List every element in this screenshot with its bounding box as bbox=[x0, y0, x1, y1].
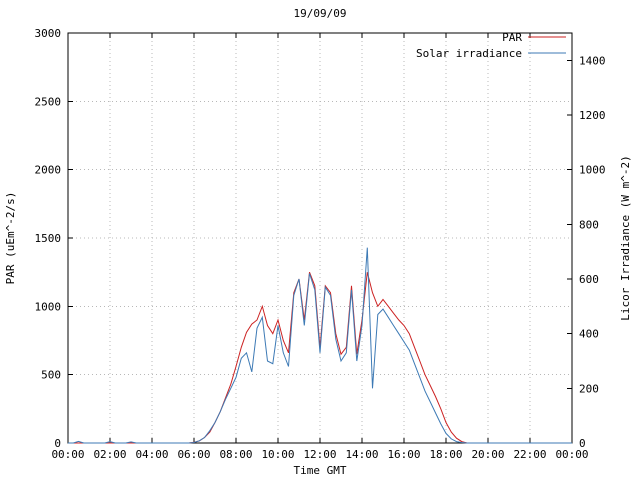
y-right-axis-label: Licor Irradiance (W m^-2) bbox=[619, 155, 632, 321]
y-left-tick-label: 2000 bbox=[35, 164, 62, 177]
y-right-tick-label: 400 bbox=[579, 328, 599, 341]
y-right-tick-label: 1200 bbox=[579, 109, 606, 122]
y-right-tick-label: 1000 bbox=[579, 164, 606, 177]
x-tick-label: 22:00 bbox=[513, 448, 546, 461]
y-left-tick-label: 2500 bbox=[35, 95, 62, 108]
y-left-tick-label: 500 bbox=[41, 369, 61, 382]
chart-title: 19/09/09 bbox=[294, 7, 347, 20]
legend-label: Solar irradiance bbox=[416, 47, 522, 60]
x-tick-label: 06:00 bbox=[177, 448, 210, 461]
y-left-tick-label: 3000 bbox=[35, 27, 62, 40]
y-left-axis-label: PAR (uEm^-2/s) bbox=[4, 192, 17, 285]
x-tick-label: 10:00 bbox=[261, 448, 294, 461]
series-line-solar-irradiance bbox=[68, 247, 572, 444]
x-tick-label: 18:00 bbox=[429, 448, 462, 461]
x-tick-label: 04:00 bbox=[135, 448, 168, 461]
x-tick-label: 14:00 bbox=[345, 448, 378, 461]
y-right-tick-label: 0 bbox=[579, 437, 586, 450]
x-tick-label: 08:00 bbox=[219, 448, 252, 461]
y-right-tick-label: 200 bbox=[579, 382, 599, 395]
x-tick-label: 16:00 bbox=[387, 448, 420, 461]
x-tick-label: 12:00 bbox=[303, 448, 336, 461]
x-tick-label: 00:00 bbox=[555, 448, 588, 461]
y-right-tick-label: 1400 bbox=[579, 54, 606, 67]
legend-label: PAR bbox=[502, 31, 522, 44]
y-right-tick-label: 600 bbox=[579, 273, 599, 286]
x-tick-label: 20:00 bbox=[471, 448, 504, 461]
x-tick-label: 02:00 bbox=[93, 448, 126, 461]
x-axis-label: Time GMT bbox=[294, 464, 347, 477]
y-left-tick-label: 0 bbox=[54, 437, 61, 450]
y-right-tick-label: 800 bbox=[579, 218, 599, 231]
y-left-tick-label: 1000 bbox=[35, 300, 62, 313]
x-tick-label: 00:00 bbox=[51, 448, 84, 461]
y-left-tick-label: 1500 bbox=[35, 232, 62, 245]
